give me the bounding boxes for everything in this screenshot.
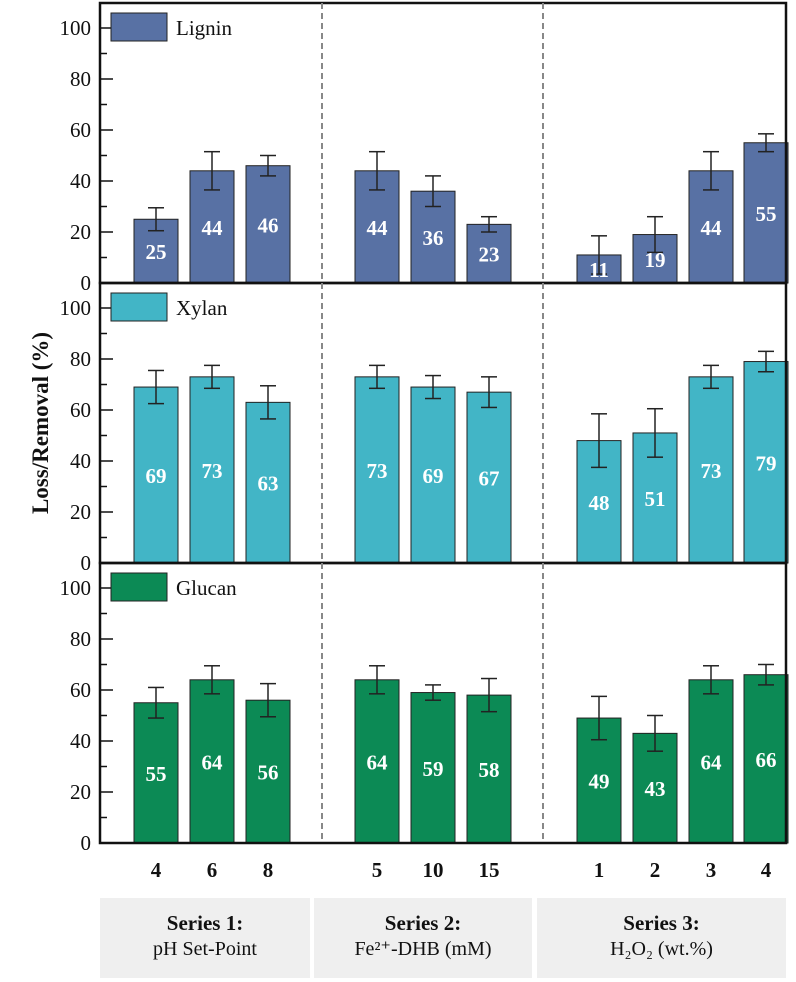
panel-xylan: 0 20 40 60 80 100 69 73 63 73 69 67 48 51 73 79 Xylan: [60, 281, 789, 575]
y-tick-label: 20: [70, 780, 91, 804]
data-label: 69: [146, 464, 167, 488]
x-tick-label: 1: [594, 858, 605, 882]
data-label: 44: [202, 216, 224, 240]
data-label: 11: [589, 258, 609, 282]
bar: [133, 386, 179, 564]
bar: [743, 361, 789, 564]
group-label-3: Series 3: H₂O₂ (wt.%): [537, 898, 786, 978]
y-tick-label: 0: [81, 831, 92, 855]
data-label: 73: [202, 459, 223, 483]
bar: [466, 391, 512, 564]
panel-glucan: 0 20 40 60 80 100 55 64 56 64 59 58 49 43 64 66 Glucan: [60, 561, 789, 855]
data-label: 44: [701, 216, 723, 240]
data-label: 46: [258, 213, 279, 237]
data-label: 44: [367, 216, 389, 240]
data-label: 56: [258, 761, 279, 785]
y-tick-label: 100: [60, 576, 92, 600]
legend-label: Glucan: [176, 576, 237, 600]
y-axis-label: Loss/Removal (%): [28, 332, 53, 514]
bar: [410, 386, 456, 564]
x-tick-label: 5: [372, 858, 383, 882]
data-label: 79: [756, 451, 777, 475]
data-label: 58: [479, 758, 500, 782]
panel-frame: [98, 561, 788, 845]
y-tick-label: 80: [70, 67, 91, 91]
x-tick-label: 15: [479, 858, 500, 882]
y-tick-label: 20: [70, 220, 91, 244]
x-tick-label: 10: [423, 858, 444, 882]
data-label: 64: [701, 750, 723, 774]
legend-swatch: [110, 12, 168, 42]
x-tick-label: 6: [207, 858, 218, 882]
bar: [688, 376, 734, 564]
y-tick-label: 100: [60, 16, 92, 40]
data-label: 55: [146, 762, 167, 786]
y-tick-label: 0: [81, 551, 92, 575]
data-label: 64: [202, 750, 224, 774]
x-tick-label: 4: [761, 858, 772, 882]
bar: [189, 679, 235, 844]
data-label: 67: [479, 467, 500, 491]
x-tick-label: 4: [151, 858, 162, 882]
bar: [245, 165, 291, 284]
data-label: 36: [423, 226, 444, 250]
y-tick-label: 80: [70, 627, 91, 651]
y-tick-label: 40: [70, 169, 91, 193]
data-label: 59: [423, 757, 444, 781]
group-subtitle: pH Set-Point: [153, 938, 257, 960]
bar: [354, 170, 400, 284]
legend-swatch: [110, 572, 168, 602]
group-subtitle: Fe²⁺-DHB (mM): [354, 938, 492, 960]
bar: [189, 376, 235, 564]
group-title: Series 2:: [384, 911, 462, 935]
panel-lignin: 0 20 40 60 80 100 25 44 46 44 36 23 11 19 44 55 Lignin: [60, 1, 789, 295]
legend-label: Xylan: [176, 296, 228, 320]
data-label: 19: [645, 248, 666, 272]
data-label: 51: [645, 487, 666, 511]
bar: [466, 223, 512, 284]
data-label: 49: [589, 770, 610, 794]
y-tick-label: 80: [70, 347, 91, 371]
group-title: Series 1:: [166, 911, 244, 935]
x-tick-label: 2: [650, 858, 661, 882]
y-tick-label: 100: [60, 296, 92, 320]
data-label: 43: [645, 777, 666, 801]
y-tick-label: 20: [70, 500, 91, 524]
data-label: 63: [258, 472, 279, 496]
data-label: 23: [479, 243, 500, 267]
bar: [245, 401, 291, 564]
bar: [245, 699, 291, 844]
bar: [743, 674, 789, 844]
data-label: 66: [756, 748, 777, 772]
data-label: 69: [423, 464, 444, 488]
y-tick-label: 60: [70, 398, 91, 422]
data-label: 73: [367, 459, 388, 483]
data-label: 64: [367, 750, 389, 774]
data-label: 25: [146, 240, 167, 264]
y-tick-label: 60: [70, 678, 91, 702]
y-tick-label: 40: [70, 729, 91, 753]
y-tick-label: 40: [70, 449, 91, 473]
x-tick-label: 8: [263, 858, 274, 882]
x-tick-label: 3: [706, 858, 717, 882]
bar: [743, 142, 789, 284]
y-tick-label: 60: [70, 118, 91, 142]
legend-swatch: [110, 292, 168, 322]
group-title: Series 3:: [623, 911, 700, 935]
legend-label: Lignin: [176, 16, 232, 40]
bar: [354, 679, 400, 844]
group-label-2: Series 2: Fe²⁺-DHB (mM): [314, 898, 532, 978]
y-tick-label: 0: [81, 271, 92, 295]
data-label: 73: [701, 459, 722, 483]
bar: [410, 692, 456, 844]
bar: [466, 694, 512, 844]
data-label: 48: [589, 491, 610, 515]
group-subtitle: H₂O₂ (wt.%): [610, 938, 713, 960]
bar: [688, 679, 734, 844]
group-label-1: Series 1: pH Set-Point: [100, 898, 310, 978]
data-label: 55: [756, 202, 777, 226]
